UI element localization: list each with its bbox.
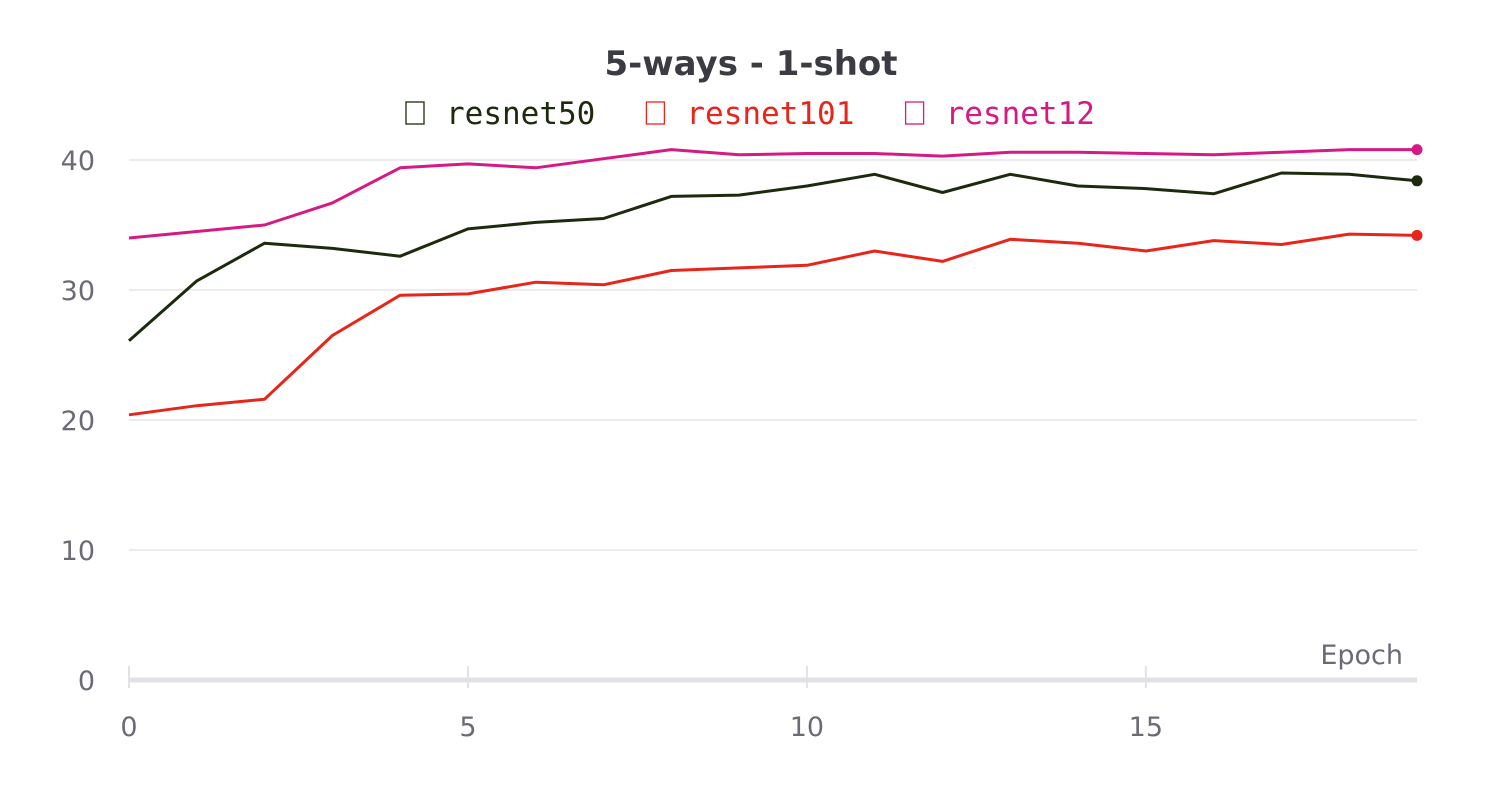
x-axis-label: Epoch xyxy=(1320,640,1403,671)
y-tick-label: 0 xyxy=(78,666,95,697)
legend-swatch xyxy=(405,101,425,125)
y-tick-label: 10 xyxy=(61,536,95,567)
end-point-resnet101 xyxy=(1411,229,1423,241)
legend-item-resnet101[interactable]: resnet101 xyxy=(645,96,854,132)
legend-label: resnet101 xyxy=(686,96,854,132)
series-line-resnet101 xyxy=(128,232,1418,417)
x-tick-label: 0 xyxy=(120,712,137,743)
y-tick-label: 40 xyxy=(61,146,95,177)
x-tick-label: 5 xyxy=(459,712,476,743)
series-line-resnet50 xyxy=(128,171,1418,342)
grid-lines xyxy=(129,159,1417,551)
end-point-resnet12 xyxy=(1411,144,1423,156)
y-axis-ticks: 0 10 20 30 40 xyxy=(61,146,95,697)
legend-label: resnet12 xyxy=(946,96,1095,132)
x-tick-label: 10 xyxy=(790,712,824,743)
series-lines xyxy=(128,144,1423,417)
series-line-resnet12 xyxy=(128,148,1417,240)
x-tick-label: 15 xyxy=(1129,712,1163,743)
legend-swatch xyxy=(645,101,666,125)
y-tick-label: 20 xyxy=(61,406,95,437)
legend: resnet50 resnet101 resnet12 xyxy=(405,96,1095,132)
end-point-resnet50 xyxy=(1411,175,1423,187)
x-axis: 0 5 10 15 xyxy=(120,666,1417,743)
chart-title: 5-ways - 1-shot xyxy=(604,44,897,84)
legend-item-resnet12[interactable]: resnet12 xyxy=(904,96,1095,132)
legend-swatch xyxy=(904,101,925,125)
legend-label: resnet50 xyxy=(446,96,595,132)
legend-item-resnet50[interactable]: resnet50 xyxy=(405,96,595,132)
y-tick-label: 30 xyxy=(61,276,95,307)
